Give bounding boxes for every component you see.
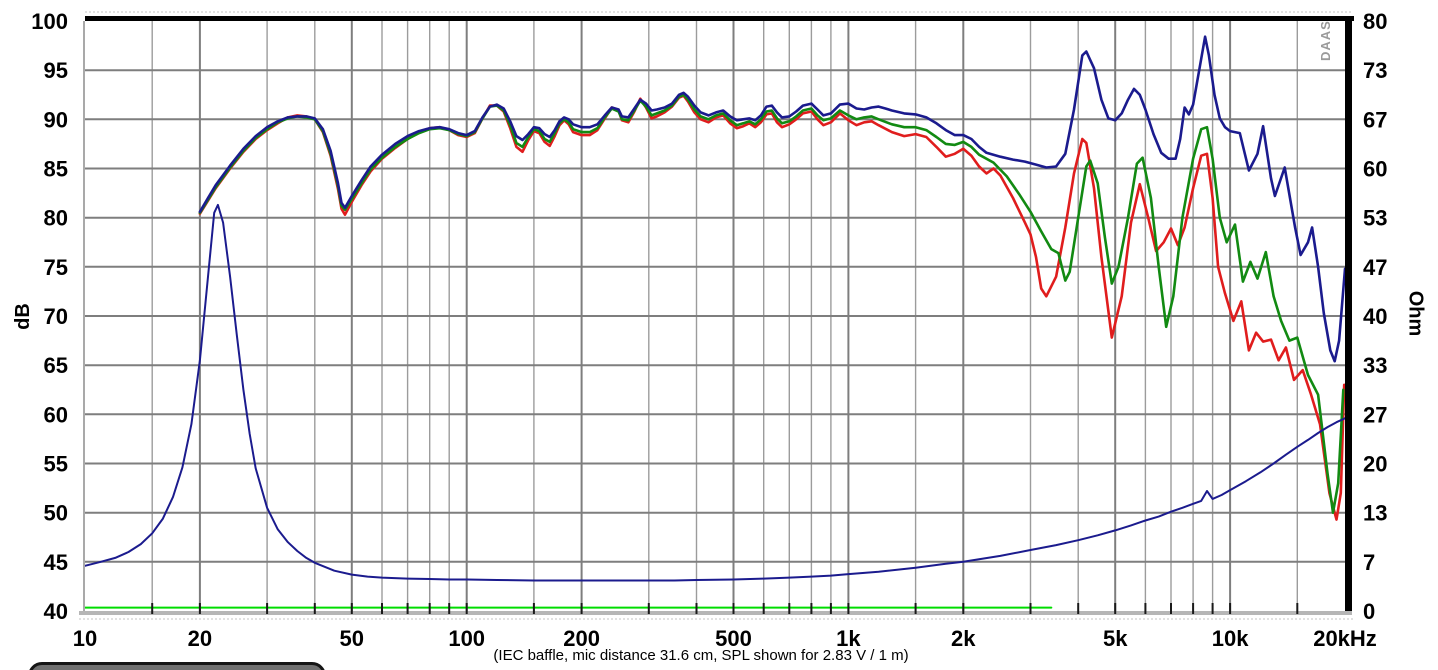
bottom-axis-tick <box>810 603 813 614</box>
left-axis-tick-label: 55 <box>44 452 68 477</box>
bottom-axis-tick <box>762 603 765 614</box>
left-axis-tick-label: 90 <box>44 107 68 132</box>
bottom-axis-tick-label: 100 <box>448 626 485 651</box>
bottom-axis-tick <box>1211 603 1214 614</box>
left-axis-tick-label: 75 <box>44 255 68 280</box>
right-axis-tick-label: 53 <box>1363 206 1387 231</box>
bottom-axis-tick <box>448 603 451 614</box>
left-axis-tick-label: 50 <box>44 501 68 526</box>
right-axis-tick-label: 67 <box>1363 107 1387 132</box>
bottom-axis-tick-label: 1k <box>836 626 861 651</box>
left-axis-tick-label: 45 <box>44 550 68 575</box>
bottom-axis-tick-label: 2k <box>951 626 976 651</box>
chart-caption: (IEC baffle, mic distance 31.6 cm, SPL s… <box>493 647 909 664</box>
left-axis-tick-label: 95 <box>44 58 68 83</box>
right-axis-tick-label: 60 <box>1363 157 1387 182</box>
right-axis-tick-label: 27 <box>1363 402 1387 427</box>
bottom-axis-tick <box>847 603 850 614</box>
bottom-axis-tick <box>1114 603 1117 614</box>
left-axis-tick-label: 40 <box>44 599 68 624</box>
left-axis-tick-label: 70 <box>44 304 68 329</box>
series-impedance <box>84 203 1346 582</box>
bottom-left-panel[interactable] <box>28 662 326 670</box>
bottom-axis-tick <box>1077 603 1080 614</box>
bottom-axis-tick-label: 50 <box>340 626 364 651</box>
bottom-axis-tick-label: 10k <box>1212 626 1249 651</box>
plot-frame-bottom <box>79 611 1352 615</box>
bottom-axis-tick <box>962 603 965 614</box>
bottom-axis-tick <box>1296 603 1299 614</box>
left-axis-tick-label: 60 <box>44 402 68 427</box>
right-axis-tick-label: 47 <box>1363 255 1387 280</box>
left-axis-unit-label: dB <box>11 303 34 330</box>
right-axis-tick-label: 7 <box>1363 550 1375 575</box>
left-axis-tick-label: 80 <box>44 206 68 231</box>
daas-watermark: DAAS <box>1318 20 1333 61</box>
bottom-axis-tick <box>313 603 316 614</box>
right-axis-unit-label: Ohm <box>1404 290 1427 337</box>
bottom-axis-tick <box>914 603 917 614</box>
bottom-axis-tick <box>1029 603 1032 614</box>
bottom-axis-tick-label: 5k <box>1103 626 1128 651</box>
bottom-axis-tick <box>406 603 409 614</box>
bottom-axis-tick-label: 20kHz <box>1313 626 1377 651</box>
bottom-axis-tick <box>829 603 832 614</box>
bottom-axis-tick <box>198 603 201 614</box>
series-spl-blue <box>198 35 1347 363</box>
bottom-axis-tick <box>1144 603 1147 614</box>
plot-frame-right <box>1345 16 1352 615</box>
left-axis-tick-label: 85 <box>44 157 68 182</box>
bottom-axis-tick <box>428 603 431 614</box>
bottom-axis-tick-label: 10 <box>73 626 97 651</box>
bottom-axis-tick <box>381 603 383 614</box>
right-axis-tick-label: 0 <box>1363 599 1375 624</box>
plot-frame-left <box>83 21 85 611</box>
bottom-axis-tick <box>788 603 791 614</box>
right-axis-tick-label: 13 <box>1363 501 1387 526</box>
bottom-axis-tick <box>1192 603 1195 614</box>
right-axis-tick-label: 73 <box>1363 58 1387 83</box>
plot-frame-top <box>85 16 1354 21</box>
left-axis-tick-label: 65 <box>44 353 68 378</box>
bottom-axis-tick <box>266 603 269 614</box>
bottom-axis-tick-label: 20 <box>188 626 212 651</box>
right-axis-tick-label: 40 <box>1363 304 1387 329</box>
bottom-axis-tick <box>1229 603 1232 614</box>
bottom-axis-tick <box>350 603 353 614</box>
right-axis-tick-label: 80 <box>1363 9 1387 34</box>
bottom-axis-tick <box>1170 603 1172 614</box>
bottom-axis-tick-label: 500 <box>715 626 752 651</box>
bottom-axis-tick <box>695 603 698 614</box>
bottom-axis-tick <box>532 603 535 614</box>
bottom-axis-tick <box>580 603 583 614</box>
bottom-axis-tick <box>732 603 735 614</box>
bottom-axis-tick-label: 200 <box>563 626 600 651</box>
right-axis-tick-label: 33 <box>1363 353 1387 378</box>
bottom-axis-tick <box>647 603 650 614</box>
bottom-axis-tick <box>465 603 468 614</box>
left-axis-tick-label: 100 <box>31 9 68 34</box>
bottom-axis-tick <box>151 603 154 614</box>
right-axis-tick-label: 20 <box>1363 452 1387 477</box>
